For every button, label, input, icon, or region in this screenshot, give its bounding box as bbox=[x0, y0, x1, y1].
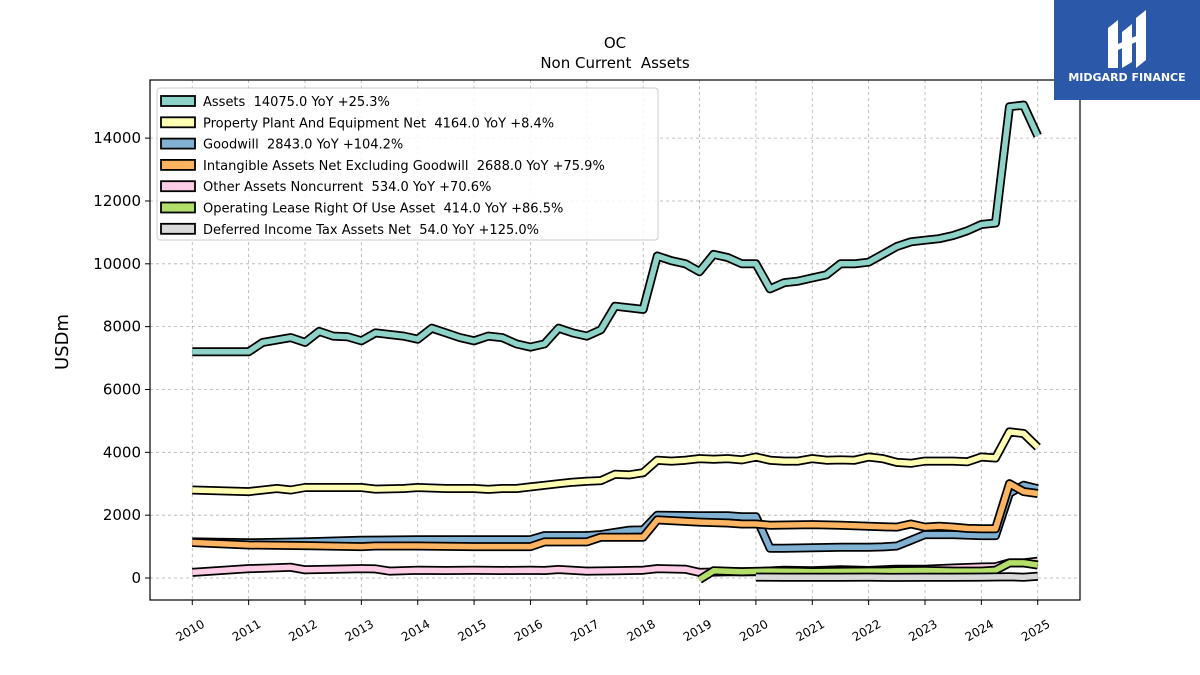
chart-subtitle: Non Current Assets bbox=[540, 54, 690, 72]
x-tick-label: 2024 bbox=[963, 617, 996, 644]
y-tick-label: 4000 bbox=[103, 443, 141, 461]
legend-swatch bbox=[160, 158, 196, 171]
x-tick-label: 2014 bbox=[399, 617, 432, 644]
x-tick-label: 2015 bbox=[455, 617, 488, 644]
series-line bbox=[192, 429, 1040, 495]
midgard-logo-icon bbox=[1108, 10, 1146, 68]
y-tick-label: 8000 bbox=[103, 318, 141, 336]
y-axis: 0 2000 4000 6000 8000 10000 12000 14000 bbox=[93, 129, 150, 587]
series-group bbox=[192, 427, 1041, 497]
y-tick-label: 10000 bbox=[93, 255, 141, 273]
series-line bbox=[192, 102, 1041, 355]
legend-swatch bbox=[160, 137, 196, 150]
legend-swatch bbox=[160, 95, 196, 107]
y-tick-label: 14000 bbox=[93, 129, 141, 147]
x-tick-label: 2017 bbox=[568, 617, 601, 644]
x-tick-label: 2022 bbox=[850, 617, 883, 644]
legend-box bbox=[156, 87, 659, 241]
series-line bbox=[192, 482, 1039, 551]
legend-swatch bbox=[160, 116, 196, 129]
legend-label: Other Assets Noncurrent 534.0 YoY +70.6% bbox=[203, 180, 491, 195]
legend-label: Operating Lease Right Of Use Asset 414.0… bbox=[203, 202, 563, 217]
legend-label: Deferred Income Tax Assets Net 54.0 YoY … bbox=[203, 223, 539, 238]
x-tick-label: 2011 bbox=[230, 617, 263, 644]
series-line bbox=[192, 480, 1039, 550]
series-layer bbox=[191, 100, 1042, 584]
x-tick-label: 2025 bbox=[1019, 617, 1052, 644]
legend-label: Assets 14075.0 YoY +25.3% bbox=[203, 95, 390, 110]
plot-frame bbox=[149, 79, 1081, 601]
x-tick-label: 2021 bbox=[794, 617, 827, 644]
x-axis: 2010 2011 2012 2013 2014 2015 2016 2017 2018 2019… bbox=[174, 600, 1052, 644]
legend-swatch bbox=[160, 201, 196, 214]
x-tick-label: 2010 bbox=[174, 617, 207, 644]
legend-swatch bbox=[160, 222, 196, 235]
series-group bbox=[192, 479, 1039, 552]
x-tick-label: 2023 bbox=[906, 617, 939, 644]
legend-swatch bbox=[160, 180, 196, 193]
legend: Assets 14075.0 YoY +25.3% Property Plant … bbox=[156, 87, 659, 241]
x-tick-label: 2013 bbox=[343, 617, 376, 644]
y-tick-label: 0 bbox=[131, 569, 141, 587]
legend-label: Intangible Assets Net Excluding Goodwill… bbox=[203, 159, 605, 174]
series-line bbox=[698, 560, 1039, 582]
series-group bbox=[192, 100, 1042, 357]
legend-label: Property Plant And Equipment Net 4164.0 … bbox=[203, 116, 554, 131]
series-line bbox=[755, 573, 1038, 581]
brand-logo: MIDGARD FINANCE bbox=[1054, 0, 1200, 100]
y-tick-label: 2000 bbox=[103, 506, 141, 524]
series-group bbox=[697, 558, 1039, 584]
y-tick-label: 12000 bbox=[93, 192, 141, 210]
y-tick-label: 6000 bbox=[103, 380, 141, 398]
x-tick-label: 2019 bbox=[681, 617, 714, 644]
series-group bbox=[192, 480, 1039, 553]
x-tick-label: 2018 bbox=[624, 617, 657, 644]
y-axis-label: USDm bbox=[52, 314, 73, 370]
x-tick-label: 2020 bbox=[737, 617, 770, 644]
series-group bbox=[755, 571, 1039, 582]
chart-title: OC bbox=[604, 34, 626, 52]
x-tick-label: 2016 bbox=[512, 617, 545, 644]
legend-label: Goodwill 2843.0 YoY +104.2% bbox=[203, 138, 403, 153]
x-tick-label: 2012 bbox=[286, 617, 319, 644]
brand-name: MIDGARD FINANCE bbox=[1068, 71, 1186, 84]
